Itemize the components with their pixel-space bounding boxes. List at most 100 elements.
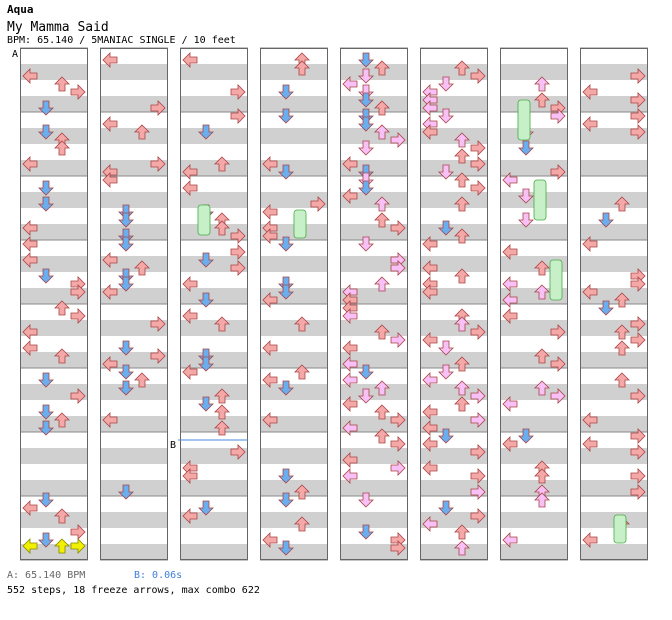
beat-stripe (100, 192, 168, 208)
down-arrow-icon (358, 116, 374, 132)
left-arrow-icon (182, 276, 198, 292)
up-arrow-icon (54, 508, 70, 524)
up-arrow-icon (534, 284, 550, 300)
down-arrow-icon (38, 100, 54, 116)
beat-stripe (260, 320, 328, 336)
beat-stripe (420, 224, 488, 240)
down-arrow-icon (118, 276, 134, 292)
beat-stripe (180, 480, 248, 496)
beat-stripe (260, 96, 328, 112)
column-border (20, 48, 88, 560)
left-arrow-icon (502, 172, 518, 188)
left-arrow-icon (262, 340, 278, 356)
down-arrow-icon (438, 164, 454, 180)
right-arrow-icon (470, 444, 486, 460)
beat-stripe (500, 224, 568, 240)
down-arrow-icon (278, 540, 294, 556)
left-arrow-icon (422, 436, 438, 452)
left-arrow-icon (342, 308, 358, 324)
beat-stripe (580, 256, 648, 272)
beat-stripe (100, 64, 168, 80)
up-arrow-icon (214, 388, 230, 404)
left-arrow-icon (342, 452, 358, 468)
beat-stripe (260, 544, 328, 560)
right-arrow-icon (550, 388, 566, 404)
down-arrow-icon (518, 188, 534, 204)
beat-stripe (500, 416, 568, 432)
right-arrow-icon (70, 84, 86, 100)
left-arrow-icon (102, 172, 118, 188)
right-arrow-icon (630, 444, 646, 460)
right-arrow-icon (470, 468, 486, 484)
down-arrow-icon (358, 236, 374, 252)
up-arrow-icon (374, 380, 390, 396)
down-arrow-icon (438, 364, 454, 380)
down-arrow-icon (358, 92, 374, 108)
down-arrow-icon (278, 164, 294, 180)
up-arrow-icon (614, 340, 630, 356)
down-arrow-icon (38, 196, 54, 212)
right-arrow-icon (630, 332, 646, 348)
down-arrow-icon (198, 356, 214, 372)
right-arrow-icon (550, 356, 566, 372)
up-arrow-icon (134, 260, 150, 276)
beat-stripe (260, 384, 328, 400)
beat-stripe (100, 384, 168, 400)
up-arrow-icon (534, 348, 550, 364)
song-artist: Aqua (7, 3, 34, 16)
right-arrow-icon (630, 428, 646, 444)
up-arrow-icon (614, 196, 630, 212)
beat-stripe (20, 512, 88, 528)
right-arrow-icon (630, 276, 646, 292)
beat-stripe (420, 352, 488, 368)
right-arrow-icon (70, 538, 86, 554)
right-arrow-icon (230, 260, 246, 276)
right-arrow-icon (70, 284, 86, 300)
up-arrow-icon (294, 484, 310, 500)
up-arrow-icon (454, 268, 470, 284)
left-arrow-icon (502, 532, 518, 548)
left-arrow-icon (342, 156, 358, 172)
left-arrow-icon (342, 420, 358, 436)
down-arrow-icon (118, 364, 134, 380)
down-arrow-icon (438, 340, 454, 356)
left-arrow-icon (182, 364, 198, 380)
beat-stripe (340, 512, 408, 528)
beat-stripe (180, 192, 248, 208)
beat-stripe (580, 160, 648, 176)
right-arrow-icon (470, 68, 486, 84)
right-arrow-icon (390, 436, 406, 452)
right-arrow-icon (150, 100, 166, 116)
down-arrow-icon (118, 268, 134, 284)
down-arrow-icon (118, 204, 134, 220)
up-arrow-icon (214, 156, 230, 172)
beat-stripe (420, 544, 488, 560)
freeze-arrow (197, 204, 211, 236)
right-arrow-icon (390, 412, 406, 428)
up-arrow-icon (454, 396, 470, 412)
down-arrow-icon (358, 140, 374, 156)
left-arrow-icon (422, 404, 438, 420)
chart-column (500, 47, 568, 561)
beat-stripe (100, 544, 168, 560)
freeze-arrow (613, 514, 627, 544)
up-arrow-icon (454, 148, 470, 164)
beat-stripe (180, 288, 248, 304)
right-arrow-icon (470, 156, 486, 172)
up-arrow-icon (374, 404, 390, 420)
right-arrow-icon (550, 324, 566, 340)
right-arrow-icon (230, 108, 246, 124)
right-arrow-icon (470, 180, 486, 196)
column-border (260, 48, 328, 560)
up-arrow-icon (374, 428, 390, 444)
chart-column (100, 47, 168, 561)
down-arrow-icon (198, 124, 214, 140)
left-arrow-icon (182, 180, 198, 196)
right-arrow-icon (230, 244, 246, 260)
right-arrow-icon (230, 84, 246, 100)
down-arrow-icon (358, 84, 374, 100)
left-arrow-icon (422, 236, 438, 252)
left-arrow-icon (102, 52, 118, 68)
right-arrow-icon (390, 332, 406, 348)
